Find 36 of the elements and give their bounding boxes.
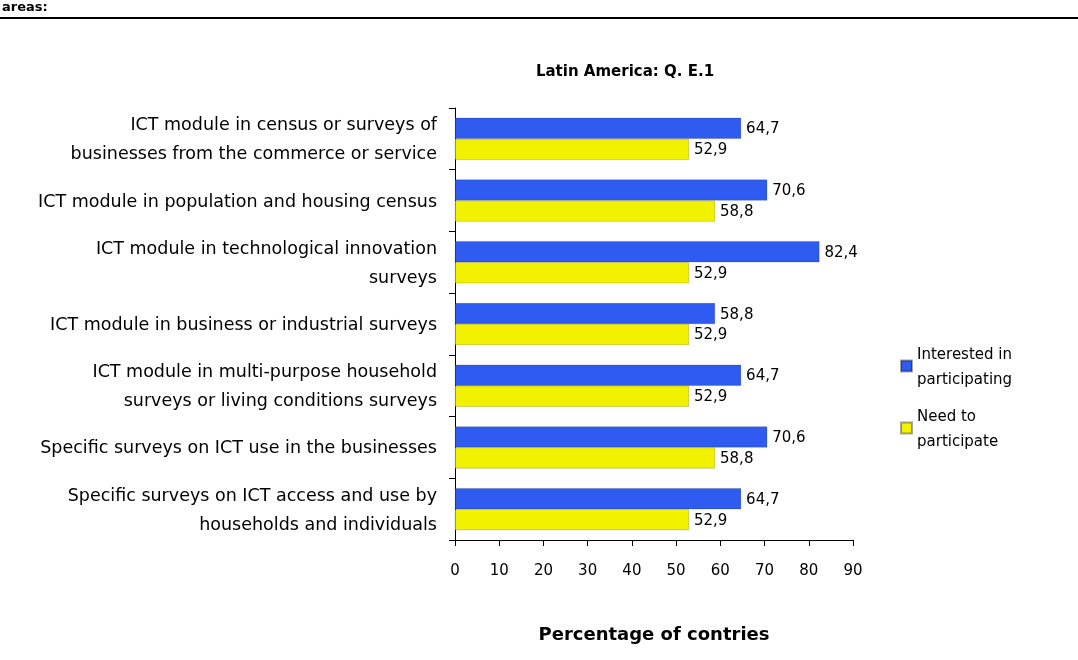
x-tick-label: 0 bbox=[450, 560, 460, 579]
data-label: 58,8 bbox=[720, 448, 754, 467]
x-tick-label: 20 bbox=[533, 560, 553, 579]
y-tick-label: ICT module in census or surveys of businesses from the commerce or service bbox=[70, 114, 438, 164]
y-tick-label: ICT module in technological innovation surveys bbox=[95, 237, 437, 287]
x-tick-label: 50 bbox=[666, 560, 686, 579]
x-tick-label: 60 bbox=[710, 560, 730, 579]
data-label: 64,7 bbox=[746, 489, 780, 508]
chart-title: Latin America: Q. E.1 bbox=[535, 61, 715, 80]
legend-label: Need to participate bbox=[917, 406, 999, 450]
x-tick-label: 80 bbox=[799, 560, 819, 579]
data-label: 82,4 bbox=[824, 242, 858, 261]
y-tick-label: ICT module in multi-purpose household surveys or living conditions surveys bbox=[92, 361, 437, 411]
x-tick-label: 70 bbox=[755, 560, 775, 579]
x-axis-title: Percentage of contries bbox=[538, 622, 770, 644]
data-label: 58,8 bbox=[720, 304, 754, 323]
data-label: 52,9 bbox=[693, 140, 728, 159]
y-tick-label: ICT module in business or industrial surveys bbox=[50, 314, 437, 334]
x-tick-label: 10 bbox=[489, 560, 509, 579]
x-tick-label: 30 bbox=[578, 560, 598, 579]
data-label: 52,9 bbox=[693, 325, 728, 344]
data-label: 70,6 bbox=[772, 427, 806, 446]
data-label: 52,9 bbox=[693, 387, 728, 406]
data-label: 52,9 bbox=[693, 263, 728, 282]
legend-label: Interested in participating bbox=[917, 344, 1013, 388]
data-label: 58,8 bbox=[720, 202, 754, 221]
y-tick-label: Specific surveys on ICT use in the businesses bbox=[40, 437, 437, 458]
x-tick-label: 90 bbox=[843, 560, 863, 579]
x-tick-label: 40 bbox=[622, 560, 642, 579]
y-tick-label: ICT module in population and housing census bbox=[38, 190, 437, 211]
data-label: 70,6 bbox=[772, 181, 806, 200]
data-label: 64,7 bbox=[746, 366, 780, 385]
data-label: 52,9 bbox=[693, 510, 728, 529]
data-label: 64,7 bbox=[746, 119, 780, 138]
text: areas: bbox=[2, 0, 48, 14]
y-tick-label: Specific surveys on ICT access and use by households and individuals bbox=[67, 484, 437, 534]
